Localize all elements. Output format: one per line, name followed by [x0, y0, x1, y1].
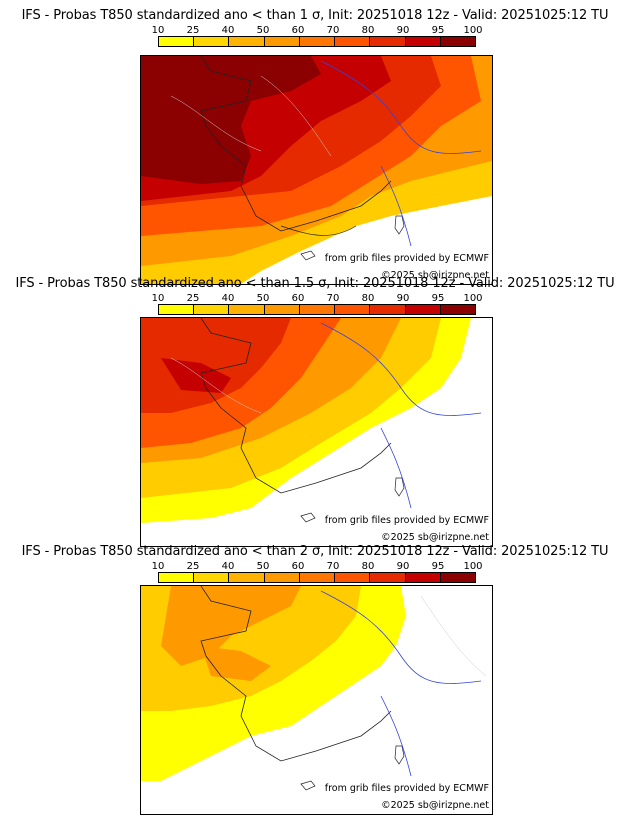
tick-label: 60 [291, 25, 305, 36]
colorbar-swatch [335, 37, 371, 46]
colorbar-swatch [299, 305, 336, 314]
colorbar [158, 36, 476, 47]
tick-label: 95 [431, 25, 445, 36]
colorbar-swatch [159, 305, 195, 314]
tick-label: 60 [291, 561, 305, 572]
tick-label: 60 [291, 293, 305, 304]
map-canvas [141, 586, 492, 814]
colorbar-swatch [405, 37, 441, 46]
colorbar-swatch [194, 305, 230, 314]
colorbar-swatch [159, 37, 195, 46]
tick-label: 70 [326, 25, 340, 36]
tick-label: 40 [221, 293, 235, 304]
colorbar-swatch [405, 573, 441, 582]
colorbar-swatch [299, 573, 336, 582]
tick-label: 80 [361, 25, 375, 36]
colorbar-swatch [440, 305, 475, 314]
colorbar-swatch [194, 37, 230, 46]
tick-label: 100 [463, 561, 483, 572]
tick-label: 80 [361, 561, 375, 572]
colorbar-ticks: 10 25 40 50 60 70 80 90 95 100 [152, 293, 483, 305]
colorbar-swatch [370, 573, 406, 582]
panel-title: IFS - Probas T850 standardized ano < tha… [21, 8, 609, 23]
tick-label: 10 [151, 25, 165, 36]
colorbar-swatch [335, 573, 371, 582]
colorbar [158, 304, 476, 315]
tick-label: 100 [463, 293, 483, 304]
credit-copyright: ©2025 sb@irizpne.net [381, 270, 489, 281]
colorbar-ticks: 10 25 40 50 60 70 80 90 95 100 [152, 25, 483, 37]
tick-label: 80 [361, 293, 375, 304]
tick-label: 100 [463, 25, 483, 36]
colorbar [158, 572, 476, 583]
colorbar-swatch [264, 37, 300, 46]
colorbar-swatch [194, 573, 230, 582]
tick-label: 25 [186, 293, 200, 304]
panel-title: IFS - Probas T850 standardized ano < tha… [15, 276, 615, 291]
tick-label: 50 [256, 25, 270, 36]
credit-copyright: ©2025 sb@irizpne.net [381, 532, 489, 543]
colorbar-swatch [405, 305, 441, 314]
colorbar-swatch [440, 37, 475, 46]
colorbar-swatch [370, 37, 406, 46]
colorbar-swatch [229, 37, 265, 46]
credit-source: from grib files provided by ECMWF [324, 783, 489, 794]
tick-label: 10 [151, 561, 165, 572]
colorbar-swatch [440, 573, 475, 582]
colorbar-swatch [299, 37, 336, 46]
tick-label: 40 [221, 561, 235, 572]
map-canvas [141, 56, 492, 284]
tick-label: 10 [151, 293, 165, 304]
colorbar-swatch [264, 573, 300, 582]
colorbar-swatch [229, 305, 265, 314]
colorbar-swatch [159, 573, 195, 582]
colorbar-swatch [335, 305, 371, 314]
tick-label: 25 [186, 561, 200, 572]
tick-label: 70 [326, 561, 340, 572]
probability-map [140, 585, 493, 815]
credit-copyright: ©2025 sb@irizpne.net [381, 800, 489, 811]
colorbar-swatch [370, 305, 406, 314]
tick-label: 50 [256, 293, 270, 304]
tick-label: 90 [396, 293, 410, 304]
tick-label: 50 [256, 561, 270, 572]
panel-title: IFS - Probas T850 standardized ano < tha… [21, 544, 609, 559]
colorbar-swatch [264, 305, 300, 314]
tick-label: 95 [431, 561, 445, 572]
tick-label: 25 [186, 25, 200, 36]
tick-label: 90 [396, 561, 410, 572]
tick-label: 95 [431, 293, 445, 304]
colorbar-swatch [229, 573, 265, 582]
probability-map [140, 317, 493, 547]
tick-label: 90 [396, 25, 410, 36]
tick-label: 40 [221, 25, 235, 36]
map-canvas [141, 318, 492, 546]
credit-source: from grib files provided by ECMWF [324, 515, 489, 526]
tick-label: 70 [326, 293, 340, 304]
probability-map [140, 55, 493, 285]
colorbar-ticks: 10 25 40 50 60 70 80 90 95 100 [152, 561, 483, 573]
credit-source: from grib files provided by ECMWF [324, 253, 489, 264]
